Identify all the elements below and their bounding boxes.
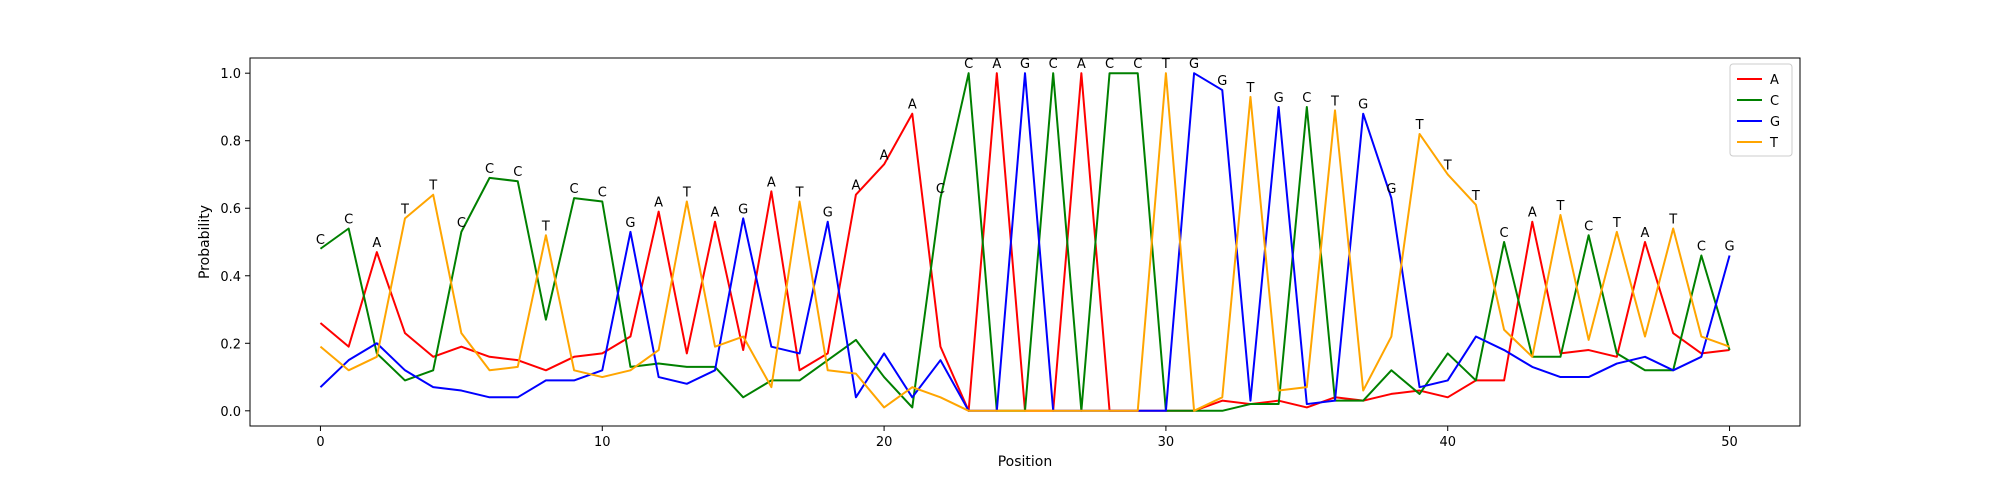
peak-label: A [992,57,1001,72]
peak-label: T [1668,213,1677,228]
x-tick-label: 50 [1721,435,1738,450]
series-line-t [319,72,1730,412]
peak-label: G [1725,240,1735,255]
peak-label: C [1302,91,1311,106]
peak-label: C [485,162,494,177]
y-axis-label: Probability [197,205,213,279]
peak-label: A [711,206,720,221]
peak-label: G [738,202,748,217]
peak-label: A [851,179,860,194]
peak-label: A [767,175,776,190]
legend-label-g: G [1770,115,1780,130]
x-tick-label: 20 [876,435,893,450]
series-line-g [319,72,1731,412]
peak-label: C [513,165,522,180]
y-axis: 0.0 0.2 0.4 0.6 0.8 1.0 [220,67,250,420]
peak-label: C [344,213,353,228]
x-tick-label: 0 [316,435,324,450]
series-group [319,72,1731,412]
peak-label: C [1105,57,1114,72]
y-tick-label: 1.0 [220,67,241,82]
peak-label: T [1330,94,1339,109]
peak-label: A [1528,206,1537,221]
x-axis-label: Position [998,454,1053,470]
y-tick-label: 0.8 [220,135,241,150]
peak-label: G [1386,182,1396,197]
x-tick-label: 30 [1158,435,1175,450]
x-tick-label: 10 [594,435,611,450]
peak-label: A [1077,57,1086,72]
peak-labels-group: C C A T T C C C T C C G A T A G A T G A A A C C A G C A C C T G G T G C T G G T… [316,57,1735,254]
peak-label: T [400,202,409,217]
peak-label: A [908,98,917,113]
peak-label: G [625,216,635,231]
peak-label: T [1245,81,1254,96]
peak-label: G [1020,57,1030,72]
peak-label: T [1612,216,1621,231]
peak-label: T [682,185,691,200]
peak-label: T [1443,158,1452,173]
legend-label-a: A [1770,73,1779,88]
legend-box [1729,63,1793,157]
peak-label: G [823,206,833,221]
peak-label: C [457,216,466,231]
x-axis: 0 10 20 30 40 50 [316,426,1738,450]
peak-label: A [654,196,663,211]
peak-label: C [964,57,973,72]
peak-label: T [1471,189,1480,204]
peak-label: T [541,219,550,234]
peak-label: G [1217,74,1227,89]
peak-label: C [1133,57,1142,72]
plot-frame [249,57,1801,427]
legend-label-c: C [1770,94,1779,109]
peak-label: C [1584,219,1593,234]
peak-label: T [428,179,437,194]
peak-label: C [1500,226,1509,241]
legend-label-t: T [1769,136,1778,151]
peak-label: G [1358,98,1368,113]
peak-label: T [1415,118,1424,133]
peak-label: C [570,182,579,197]
peak-label: T [1555,199,1564,214]
peak-label: G [1189,57,1199,72]
peak-label: C [1697,240,1706,255]
peak-label: C [598,185,607,200]
y-tick-label: 0.0 [220,405,241,420]
y-tick-label: 0.6 [220,202,241,217]
peak-label: T [1161,57,1170,72]
peak-label: C [936,182,945,197]
x-tick-label: 40 [1439,435,1456,450]
peak-label: C [1049,57,1058,72]
y-tick-label: 0.2 [220,337,241,352]
peak-label: A [1641,226,1650,241]
y-tick-label: 0.4 [220,270,241,285]
peak-label: C [316,233,325,248]
peak-label: G [1274,91,1284,106]
peak-label: A [372,236,381,251]
peak-label: T [795,185,804,200]
peak-label: A [880,148,889,163]
